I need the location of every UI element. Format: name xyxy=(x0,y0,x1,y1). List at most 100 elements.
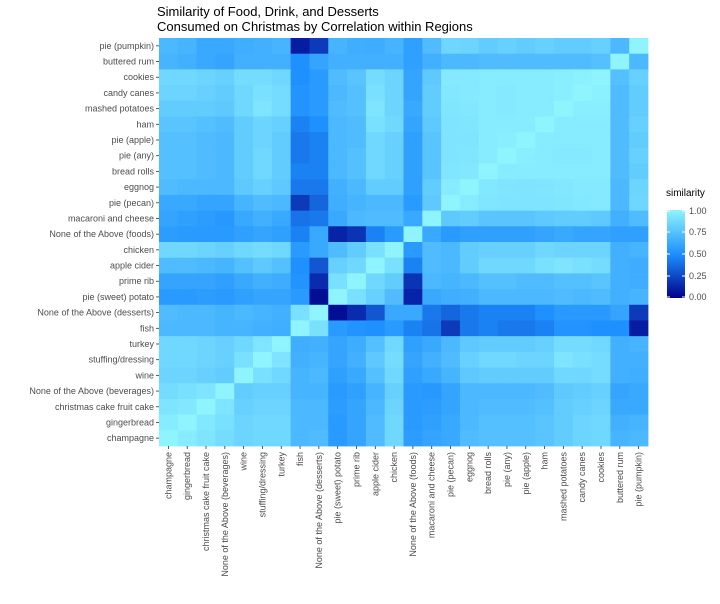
heatmap-cell xyxy=(347,304,367,321)
heatmap-cell xyxy=(497,179,517,196)
heatmap-cell xyxy=(441,289,461,306)
heatmap-cell xyxy=(535,336,555,353)
heatmap-cell xyxy=(459,38,480,55)
heatmap-cell xyxy=(384,242,404,259)
heatmap-cell xyxy=(253,179,273,196)
heatmap-cell xyxy=(365,226,386,243)
heatmap-cell xyxy=(553,179,574,196)
heatmap-cell xyxy=(422,69,442,86)
heatmap-cell xyxy=(328,69,348,86)
heatmap-cell xyxy=(516,289,536,306)
heatmap-cell xyxy=(478,38,498,55)
heatmap-cell xyxy=(629,69,649,86)
heatmap-cell xyxy=(196,210,216,227)
heatmap-cell xyxy=(441,242,461,259)
heatmap-cell xyxy=(328,163,348,180)
heatmap-cell xyxy=(403,273,423,290)
heatmap-cell xyxy=(629,179,649,196)
heatmap-cell xyxy=(234,179,254,196)
heatmap-cell xyxy=(610,351,630,368)
heatmap-cell xyxy=(553,273,574,290)
heatmap-cell xyxy=(196,367,216,384)
heatmap-cell xyxy=(497,226,517,243)
heatmap-cell xyxy=(159,257,179,274)
heatmap-cell xyxy=(572,383,592,400)
heatmap-cell xyxy=(271,242,292,259)
heatmap-cell xyxy=(403,414,423,431)
heatmap-cell xyxy=(629,147,649,164)
heatmap-cell xyxy=(516,242,536,259)
heatmap-cell xyxy=(516,430,536,447)
heatmap-cell xyxy=(215,430,235,447)
heatmap-cell xyxy=(309,273,329,290)
heatmap-cell xyxy=(290,132,310,149)
heatmap-cell xyxy=(347,367,367,384)
heatmap-cell xyxy=(572,320,592,337)
heatmap-cell xyxy=(365,304,386,321)
heatmap-cell xyxy=(610,179,630,196)
heatmap-cell xyxy=(441,132,461,149)
heatmap-cell xyxy=(459,289,480,306)
heatmap-cell xyxy=(234,289,254,306)
heatmap-cell xyxy=(271,194,292,212)
heatmap-cell xyxy=(177,179,198,196)
heatmap-cell xyxy=(159,53,179,70)
heatmap-cell xyxy=(328,100,348,117)
heatmap-cell xyxy=(535,100,555,117)
heatmap-cell xyxy=(422,179,442,196)
y-tick-label: candy canes xyxy=(103,88,154,98)
heatmap-cell xyxy=(441,398,461,416)
heatmap-cell xyxy=(610,414,630,431)
heatmap-cell xyxy=(177,210,198,227)
heatmap-cell xyxy=(403,69,423,86)
heatmap-cell xyxy=(328,85,348,102)
heatmap-cell xyxy=(441,69,461,86)
heatmap-cell xyxy=(403,53,423,70)
heatmap-cell xyxy=(177,85,198,102)
heatmap-cell xyxy=(610,304,630,321)
heatmap-cell xyxy=(553,430,574,447)
heatmap-cell xyxy=(629,304,649,321)
heatmap-cell xyxy=(347,430,367,447)
heatmap-cell xyxy=(459,320,480,337)
heatmap-cell xyxy=(441,367,461,384)
heatmap-cell xyxy=(347,53,367,70)
heatmap-cell xyxy=(591,398,611,416)
heatmap-cell xyxy=(478,430,498,447)
heatmap-cell xyxy=(629,414,649,431)
heatmap-cell xyxy=(478,273,498,290)
heatmap-cell xyxy=(347,226,367,243)
heatmap-cell xyxy=(290,147,310,164)
heatmap-cell xyxy=(610,273,630,290)
heatmap-cell xyxy=(365,38,386,55)
heatmap-cell xyxy=(535,147,555,164)
heatmap-cell xyxy=(347,132,367,149)
heatmap-cell xyxy=(591,367,611,384)
heatmap-cell xyxy=(196,336,216,353)
heatmap-cell xyxy=(591,430,611,447)
heatmap-cell xyxy=(253,100,273,117)
heatmap-cell xyxy=(271,116,292,133)
heatmap-cell xyxy=(422,163,442,180)
heatmap-cell xyxy=(422,132,442,149)
heatmap-cell xyxy=(365,132,386,149)
heatmap-cell xyxy=(535,116,555,133)
heatmap-cell xyxy=(553,383,574,400)
heatmap-cell xyxy=(516,100,536,117)
heatmap-cell xyxy=(290,320,310,337)
heatmap-cell xyxy=(478,53,498,70)
heatmap-cell xyxy=(234,383,254,400)
heatmap-cell xyxy=(347,273,367,290)
heatmap-cell xyxy=(271,147,292,164)
heatmap-cell xyxy=(629,257,649,274)
heatmap-cell xyxy=(215,116,235,133)
heatmap-cell xyxy=(572,116,592,133)
heatmap-cell xyxy=(422,367,442,384)
heatmap-cell xyxy=(591,289,611,306)
heatmap-cell xyxy=(328,38,348,55)
heatmap-cell xyxy=(459,273,480,290)
heatmap-cell xyxy=(497,116,517,133)
heatmap-cell xyxy=(572,69,592,86)
heatmap-cell xyxy=(159,210,179,227)
heatmap-cell xyxy=(253,273,273,290)
